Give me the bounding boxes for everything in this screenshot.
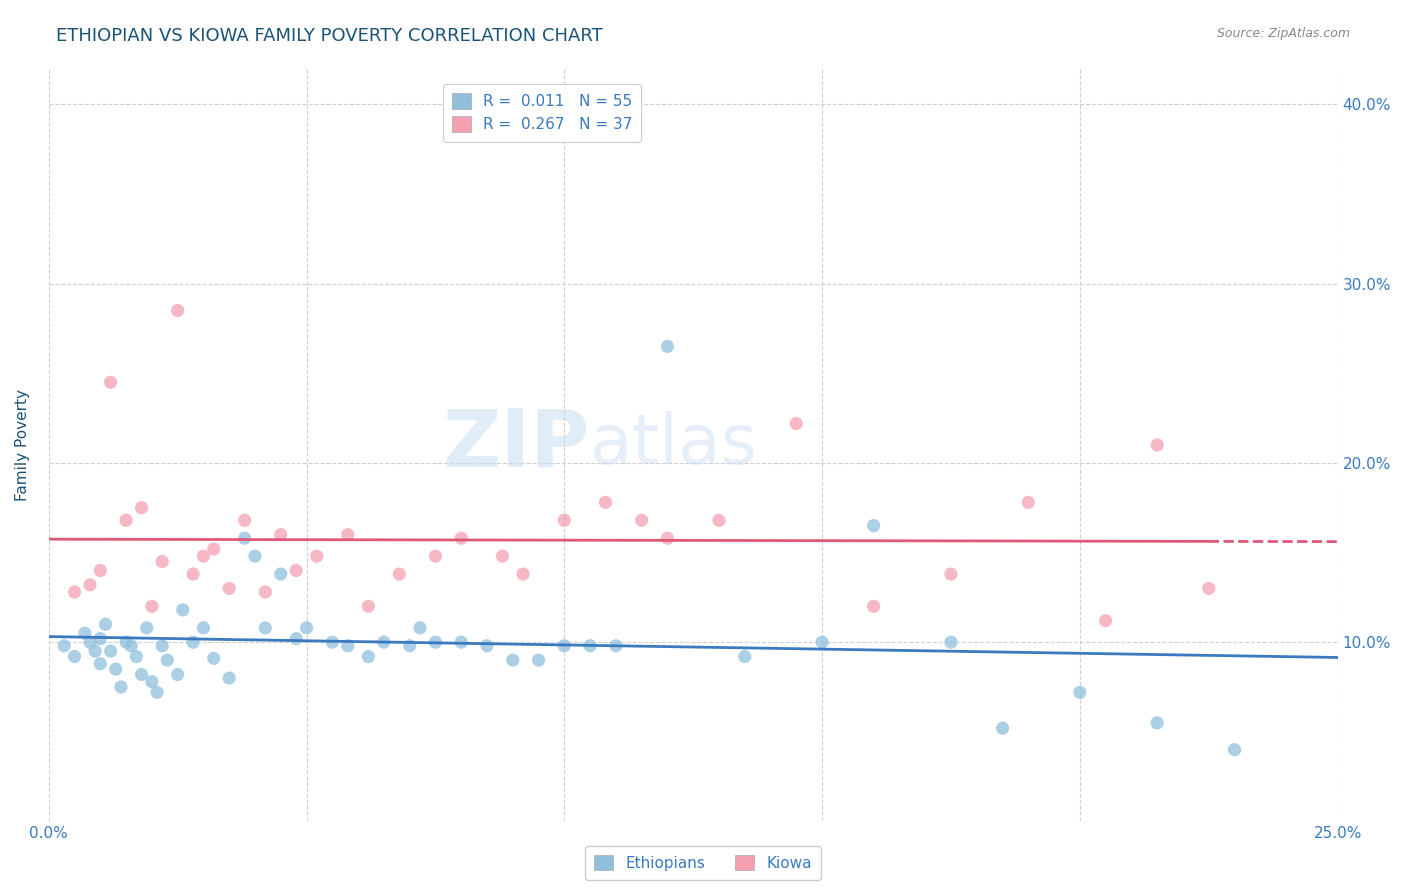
Point	[285, 564, 308, 578]
Point	[243, 549, 266, 563]
Legend: R =  0.011   N = 55, R =  0.267   N = 37: R = 0.011 N = 55, R = 0.267 N = 37	[443, 84, 641, 142]
Point	[939, 635, 962, 649]
Point	[305, 549, 328, 563]
Point	[166, 667, 188, 681]
Point	[100, 376, 122, 390]
Point	[270, 527, 292, 541]
Point	[125, 649, 148, 664]
Point	[141, 674, 163, 689]
Point	[862, 518, 884, 533]
Point	[84, 644, 107, 658]
Point	[734, 649, 756, 664]
Point	[110, 680, 132, 694]
Point	[605, 639, 627, 653]
Point	[321, 635, 343, 649]
Point	[115, 635, 138, 649]
Point	[254, 585, 277, 599]
Point	[166, 303, 188, 318]
Point	[218, 671, 240, 685]
Point	[579, 639, 602, 653]
Point	[450, 635, 472, 649]
Text: atlas: atlas	[591, 411, 758, 478]
Point	[89, 632, 111, 646]
Point	[409, 621, 432, 635]
Point	[218, 582, 240, 596]
Point	[254, 621, 277, 635]
Point	[595, 495, 617, 509]
Point	[193, 549, 215, 563]
Point	[146, 685, 169, 699]
Point	[63, 585, 86, 599]
Point	[1094, 614, 1116, 628]
Point	[707, 513, 730, 527]
Point	[193, 621, 215, 635]
Point	[388, 567, 411, 582]
Point	[630, 513, 652, 527]
Point	[131, 667, 153, 681]
Point	[491, 549, 513, 563]
Point	[63, 649, 86, 664]
Point	[150, 639, 173, 653]
Point	[475, 639, 498, 653]
Point	[150, 555, 173, 569]
Point	[172, 603, 194, 617]
Point	[553, 513, 575, 527]
Point	[657, 531, 679, 545]
Point	[156, 653, 179, 667]
Point	[398, 639, 420, 653]
Point	[141, 599, 163, 614]
Point	[100, 644, 122, 658]
Point	[1146, 438, 1168, 452]
Point	[939, 567, 962, 582]
Point	[79, 635, 101, 649]
Point	[1069, 685, 1091, 699]
Point	[1223, 743, 1246, 757]
Point	[425, 635, 447, 649]
Point	[373, 635, 395, 649]
Point	[862, 599, 884, 614]
Point	[202, 651, 225, 665]
Point	[450, 531, 472, 545]
Text: ZIP: ZIP	[443, 406, 591, 484]
Point	[425, 549, 447, 563]
Point	[357, 649, 380, 664]
Point	[336, 527, 359, 541]
Point	[285, 632, 308, 646]
Point	[785, 417, 807, 431]
Point	[233, 531, 256, 545]
Legend: Ethiopians, Kiowa: Ethiopians, Kiowa	[585, 846, 821, 880]
Text: Source: ZipAtlas.com: Source: ZipAtlas.com	[1216, 27, 1350, 40]
Point	[233, 513, 256, 527]
Point	[336, 639, 359, 653]
Point	[1146, 715, 1168, 730]
Point	[991, 721, 1014, 735]
Point	[502, 653, 524, 667]
Point	[73, 626, 96, 640]
Point	[94, 617, 117, 632]
Text: ETHIOPIAN VS KIOWA FAMILY POVERTY CORRELATION CHART: ETHIOPIAN VS KIOWA FAMILY POVERTY CORREL…	[56, 27, 603, 45]
Point	[131, 500, 153, 515]
Point	[181, 567, 204, 582]
Point	[115, 513, 138, 527]
Point	[553, 639, 575, 653]
Point	[811, 635, 834, 649]
Y-axis label: Family Poverty: Family Poverty	[15, 389, 30, 501]
Point	[89, 564, 111, 578]
Point	[527, 653, 550, 667]
Point	[512, 567, 534, 582]
Point	[1198, 582, 1220, 596]
Point	[1017, 495, 1039, 509]
Point	[295, 621, 318, 635]
Point	[135, 621, 157, 635]
Point	[120, 639, 142, 653]
Point	[657, 339, 679, 353]
Point	[181, 635, 204, 649]
Point	[53, 639, 76, 653]
Point	[357, 599, 380, 614]
Point	[79, 578, 101, 592]
Point	[104, 662, 127, 676]
Point	[270, 567, 292, 582]
Point	[89, 657, 111, 671]
Point	[202, 541, 225, 556]
